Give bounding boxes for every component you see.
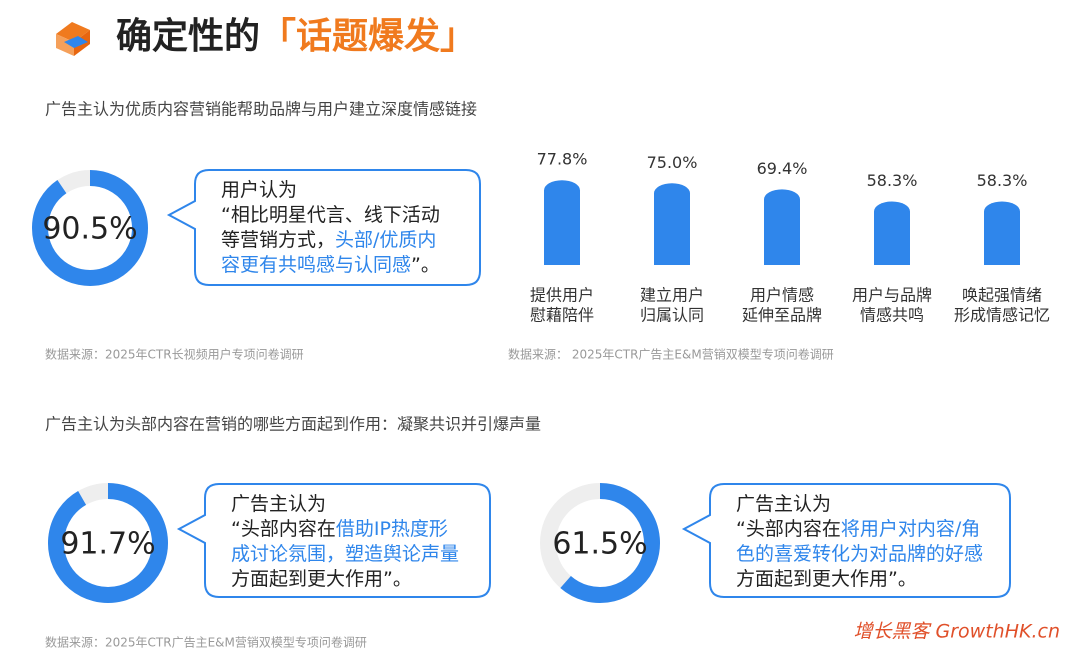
section-heading: 广告主认为优质内容营销能帮助品牌与用户建立深度情感链接 (45, 100, 477, 119)
source: 数据来源：2025年CTR长视频用户专项问卷调研 (45, 347, 304, 362)
callout-part: 将用户对内容/角 (840, 518, 981, 540)
callout-heading: 用户认为 (221, 179, 298, 201)
donut-label: 61.5% (552, 527, 647, 562)
category-label: 形成情感记忆 (954, 306, 1050, 325)
callout-line: “相比明星代言、线下活动 (221, 203, 440, 228)
category-label: 提供用户 (530, 286, 594, 305)
callout-line: 方面起到更大作用”。 (736, 567, 983, 592)
callout-box (166, 169, 481, 286)
callout-heading: 广告主认为 (231, 493, 327, 515)
callout-part: 借助IP热度形 (335, 518, 448, 540)
value-label: 58.3% (867, 171, 918, 190)
category-label: 延伸至品牌 (742, 306, 822, 325)
callout-line: 容更有共鸣感与认同感”。 (221, 253, 440, 278)
bar (764, 189, 800, 265)
bar (654, 183, 690, 265)
category-label: 情感共鸣 (860, 306, 924, 325)
callout-heading: 广告主认为 (736, 493, 832, 515)
logo (56, 22, 90, 56)
callout-text: 广告主认为 “头部内容在将用户对内容/角 色的喜爱转化为对品牌的好感 方面起到更大作用… (736, 492, 983, 592)
category-label: 归属认同 (640, 306, 704, 325)
category-label: 唤起强情绪 (962, 286, 1042, 305)
bar (544, 180, 580, 265)
value-label: 75.0% (647, 153, 698, 172)
callout-line: 色的喜爱转化为对品牌的好感 (736, 542, 983, 567)
callout-part: 等营销方式， (221, 229, 336, 251)
section-heading: 广告主认为头部内容在营销的哪些方面起到作用：凝聚共识并引爆声量 (45, 415, 541, 434)
callout-text: 广告主认为 “头部内容在借助IP热度形 成讨论氛围，塑造舆论声量 方面起到更大作用”。 (231, 492, 459, 592)
donut-arc (32, 170, 148, 286)
category-label: 用户与品牌 (852, 286, 932, 305)
callout-line: “头部内容在借助IP热度形 (231, 517, 459, 542)
callout-part: “头部内容在 (736, 518, 841, 540)
donut-arc (560, 483, 660, 603)
callout-part: 方面起到更大作用”。 (736, 568, 917, 590)
callout-part: 成讨论氛围，塑造舆论声量 (231, 543, 460, 565)
category-label: 用户情感 (750, 286, 814, 305)
callout-part: 色的喜爱转化为对品牌的好感 (736, 543, 984, 565)
title-highlight: 「话题爆发」 (260, 16, 476, 57)
callout-text: 用户认为 “相比明星代言、线下活动 等营销方式，头部/优质内 容更有共鸣感与认同感”。 (221, 178, 440, 278)
callout-part: 方面起到更大作用”。 (231, 568, 412, 590)
callout-line: “头部内容在将用户对内容/角 (736, 517, 983, 542)
value-label: 77.8% (537, 150, 588, 169)
category-label: 建立用户 (640, 286, 704, 305)
value-label: 69.4% (757, 159, 808, 178)
callout-box (176, 483, 491, 598)
source: 数据来源： 2025年CTR广告主E&M营销双模型专项问卷调研 (508, 347, 834, 362)
callout-part: 容更有共鸣感与认同感 (221, 254, 412, 276)
source: 数据来源：2025年CTR广告主E&M营销双模型专项问卷调研 (45, 635, 367, 650)
value-label: 58.3% (977, 171, 1028, 190)
callout-box (681, 483, 1011, 598)
watermark: 增长黑客 GrowthHK.cn (853, 621, 1060, 643)
category-label: 慰藉陪伴 (530, 306, 594, 325)
donut-label: 91.7% (60, 527, 155, 562)
donut-label: 90.5% (42, 212, 137, 247)
callout-line: 成讨论氛围，塑造舆论声量 (231, 542, 459, 567)
callout-part: “相比明星代言、线下活动 (221, 204, 440, 226)
page-title: 确定性的「话题爆发」 (116, 16, 476, 57)
callout-line: 方面起到更大作用”。 (231, 567, 459, 592)
callout-part: 头部/优质内 (335, 229, 437, 251)
callout-part: ”。 (411, 254, 440, 276)
bar (874, 201, 910, 265)
callout-part: “头部内容在 (231, 518, 336, 540)
title-text: 确定性的 (116, 16, 260, 57)
bar (984, 201, 1020, 265)
donut-arc (48, 483, 168, 603)
callout-line: 等营销方式，头部/优质内 (221, 228, 440, 253)
